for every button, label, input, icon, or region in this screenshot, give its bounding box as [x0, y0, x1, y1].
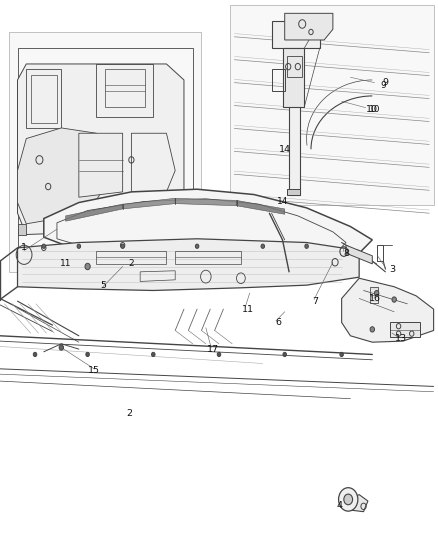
Circle shape [77, 244, 81, 248]
Text: 13: 13 [395, 334, 407, 343]
Circle shape [33, 352, 37, 357]
Circle shape [392, 297, 396, 302]
Circle shape [86, 352, 89, 357]
Text: 17: 17 [206, 345, 219, 353]
Text: 16: 16 [368, 294, 381, 303]
Circle shape [217, 352, 221, 357]
Circle shape [283, 352, 286, 357]
Text: 14: 14 [277, 197, 288, 206]
Polygon shape [283, 48, 304, 107]
Polygon shape [9, 32, 201, 272]
Text: 9: 9 [380, 81, 386, 90]
Polygon shape [289, 27, 300, 195]
Text: 10: 10 [366, 105, 378, 114]
Text: 11: 11 [60, 260, 71, 268]
Polygon shape [18, 64, 184, 235]
Circle shape [195, 244, 199, 248]
Polygon shape [18, 239, 359, 290]
Text: 11: 11 [241, 305, 254, 313]
Circle shape [374, 290, 379, 296]
Circle shape [344, 494, 353, 505]
Circle shape [85, 263, 90, 270]
Polygon shape [123, 198, 175, 209]
Text: 9: 9 [382, 78, 389, 87]
Text: 8: 8 [343, 249, 349, 257]
Polygon shape [18, 128, 105, 224]
Polygon shape [175, 198, 237, 206]
Circle shape [121, 244, 124, 248]
Circle shape [340, 352, 343, 357]
Circle shape [42, 244, 46, 248]
Polygon shape [390, 322, 420, 337]
Polygon shape [346, 245, 372, 264]
Text: 2: 2 [129, 260, 134, 268]
Polygon shape [44, 189, 372, 261]
Polygon shape [18, 224, 26, 235]
Polygon shape [285, 13, 333, 40]
Text: 7: 7 [312, 297, 318, 305]
Circle shape [305, 244, 308, 248]
Polygon shape [237, 200, 285, 214]
Polygon shape [342, 278, 434, 342]
Polygon shape [272, 21, 320, 48]
Circle shape [152, 352, 155, 357]
Text: 5: 5 [100, 281, 106, 289]
Text: 3: 3 [389, 265, 395, 273]
Circle shape [370, 327, 374, 332]
Polygon shape [79, 133, 123, 197]
Circle shape [59, 345, 64, 350]
Text: 6: 6 [275, 318, 281, 327]
Circle shape [339, 488, 358, 511]
Polygon shape [66, 204, 123, 221]
Text: 14: 14 [279, 145, 291, 154]
Circle shape [261, 244, 265, 248]
Polygon shape [230, 5, 434, 205]
Polygon shape [287, 189, 300, 195]
Text: 15: 15 [88, 366, 100, 375]
Text: 2: 2 [126, 409, 132, 417]
Text: 10: 10 [369, 105, 380, 114]
Text: 4: 4 [336, 501, 343, 510]
Polygon shape [350, 495, 368, 512]
Text: 1: 1 [21, 244, 27, 252]
